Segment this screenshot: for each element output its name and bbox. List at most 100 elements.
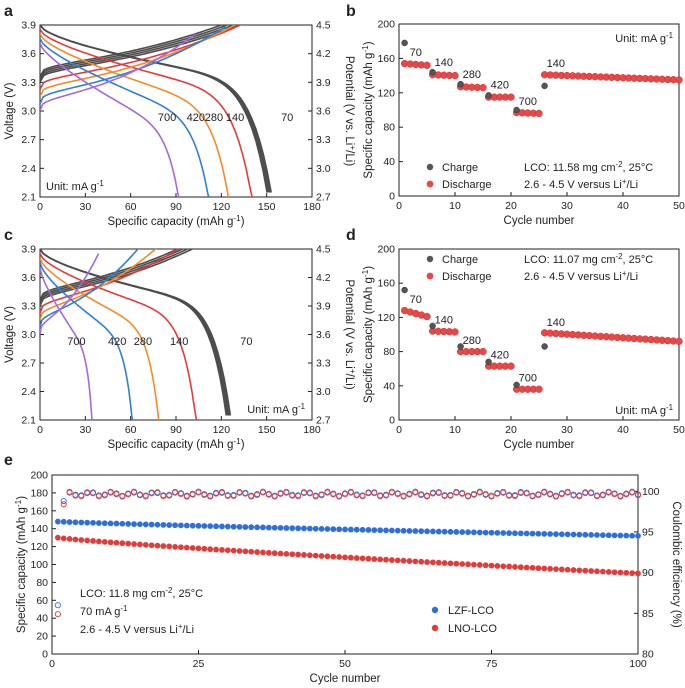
y-right-tick-label: 2.7 bbox=[316, 192, 331, 204]
x-tick-label: 60 bbox=[125, 201, 137, 213]
x-tick-label: 180 bbox=[303, 424, 321, 436]
ce-point-LNO-LCO bbox=[254, 491, 261, 498]
ce-point-LNO-LCO bbox=[341, 491, 349, 498]
legend-discharge-marker bbox=[426, 180, 434, 188]
unit-note-d: Unit: mA g-1 bbox=[615, 403, 673, 418]
rate-label: 280 bbox=[463, 69, 481, 81]
ce-point-LNO-LCO bbox=[142, 493, 149, 500]
y-right-tick-label: 4.5 bbox=[316, 244, 331, 256]
ce-point-LNO-LCO bbox=[213, 490, 220, 497]
capacity-point-LZF-LCO bbox=[541, 530, 548, 537]
y-tick-label: 200 bbox=[30, 470, 48, 482]
discharge-curve-140 bbox=[40, 29, 253, 197]
capacity-point-LNO-LCO bbox=[547, 565, 553, 572]
discharge-curve-700 bbox=[40, 266, 93, 420]
x-axis-label-e: Cycle number bbox=[310, 673, 381, 685]
capacity-point-LZF-LCO bbox=[207, 523, 214, 530]
capacity-point-LZF-LCO bbox=[406, 527, 413, 534]
capacity-point-LNO-LCO bbox=[394, 557, 401, 564]
capacity-point-LZF-LCO bbox=[277, 524, 284, 531]
y-right-tick-label: 4.2 bbox=[316, 272, 331, 284]
ce-point-LNO-LCO bbox=[183, 493, 190, 500]
capacity-point-LNO-LCO bbox=[178, 544, 184, 551]
capacity-point-LZF-LCO bbox=[535, 530, 542, 537]
capacity-point-LNO-LCO bbox=[195, 545, 202, 552]
capacity-point-LNO-LCO bbox=[318, 553, 325, 559]
capacity-point-LZF-LCO bbox=[137, 521, 143, 528]
y-tick-label: 80 bbox=[383, 346, 395, 358]
capacity-point-LZF-LCO bbox=[553, 531, 559, 538]
x-tick-label: 30 bbox=[561, 424, 573, 436]
capacity-point-LNO-LCO bbox=[377, 556, 384, 563]
capacity-point-LZF-LCO bbox=[154, 521, 161, 528]
y-tick-label: 40 bbox=[383, 156, 395, 168]
panel-e-cycling: 0 25 50 75 100020406080100120140160180200Cyc… bbox=[14, 470, 683, 686]
capacity-point-LNO-LCO bbox=[400, 557, 407, 564]
ce-point-LNO-LCO bbox=[500, 489, 507, 496]
x-tick-label: 50 bbox=[673, 200, 685, 212]
discharge-point bbox=[675, 337, 683, 345]
legend-charge-label: Charge bbox=[442, 162, 478, 174]
x-tick-label: 10 bbox=[449, 424, 461, 436]
capacity-point-LZF-LCO bbox=[576, 531, 583, 538]
capacity-point-LNO-LCO bbox=[623, 569, 630, 576]
panel-label-d: d bbox=[346, 227, 356, 244]
capacity-point-LNO-LCO bbox=[523, 564, 530, 571]
y-tick-label: 80 bbox=[383, 122, 395, 134]
x-tick-label: 100 bbox=[629, 658, 647, 670]
charge-point bbox=[457, 80, 464, 88]
y-right-tick-label: 3.0 bbox=[316, 163, 331, 175]
capacity-point-LZF-LCO bbox=[330, 526, 337, 533]
ce-point-LNO-LCO bbox=[160, 493, 167, 500]
ce-point-LNO-LCO bbox=[593, 493, 601, 500]
ce-point-LNO-LCO bbox=[324, 489, 331, 496]
capacity-point-LZF-LCO bbox=[236, 523, 243, 530]
y-tick-label: 80 bbox=[36, 577, 48, 589]
ce-point-LNO-LCO bbox=[634, 492, 642, 499]
ce-point-LZF-LCO bbox=[60, 497, 67, 505]
x-tick-label: 75 bbox=[486, 658, 498, 670]
unit-note-b: Unit: mA g-1 bbox=[615, 31, 673, 46]
discharge-curve-70 bbox=[40, 25, 268, 193]
ce-point-LNO-LCO bbox=[611, 491, 618, 498]
ce-point-LNO-LCO bbox=[541, 489, 548, 496]
ce-point-LNO-LCO bbox=[588, 490, 595, 497]
charge-curve-420 bbox=[40, 249, 139, 328]
ce-point-LNO-LCO bbox=[148, 490, 155, 497]
y-right-tick-label: 3.9 bbox=[316, 77, 331, 89]
ce-point-LNO-LCO bbox=[265, 491, 272, 498]
ce-point-LNO-LCO bbox=[347, 489, 354, 496]
capacity-point-LNO-LCO bbox=[183, 544, 190, 551]
ce-point-LNO-LCO bbox=[224, 492, 231, 499]
charge-curve-70 bbox=[40, 25, 236, 81]
capacity-point-LZF-LCO bbox=[605, 532, 612, 539]
capacity-point-LNO-LCO bbox=[494, 563, 501, 569]
capacity-point-LNO-LCO bbox=[248, 548, 255, 555]
capacity-point-LNO-LCO bbox=[488, 562, 495, 569]
ce-point-LNO-LCO bbox=[289, 492, 296, 499]
capacity-point-LZF-LCO bbox=[383, 527, 389, 534]
ce-point-LNO-LCO bbox=[494, 490, 501, 497]
capacity-point-LZF-LCO bbox=[558, 531, 565, 538]
charge-point bbox=[429, 68, 436, 76]
capacity-point-LZF-LCO bbox=[324, 526, 331, 532]
ce-point-LNO-LCO bbox=[336, 493, 343, 500]
y-right-tick-label: 3.0 bbox=[316, 386, 331, 398]
y-axis-label-d: Specific capacity (mAh g-1) bbox=[361, 266, 376, 403]
x-tick-label: 60 bbox=[125, 424, 137, 436]
capacity-point-LNO-LCO bbox=[125, 540, 132, 547]
capacity-point-LZF-LCO bbox=[635, 532, 641, 539]
y-tick-label: 100 bbox=[30, 559, 48, 571]
ce-point-LNO-LCO bbox=[459, 490, 466, 497]
rate-label-280: 280 bbox=[205, 112, 223, 124]
rate-label: 140 bbox=[547, 317, 565, 329]
capacity-point-LNO-LCO bbox=[207, 546, 214, 553]
charge-point bbox=[513, 106, 520, 114]
y-axis-label-e: Specific capacity (mAh g-1) bbox=[14, 496, 29, 633]
ce-point-LNO-LCO bbox=[89, 490, 97, 497]
y-tick-label: 2.1 bbox=[21, 192, 36, 204]
charge-point bbox=[541, 82, 548, 90]
x-axis-label-c: Specific capacity (mAh g-1) bbox=[107, 437, 244, 452]
capacity-point-LZF-LCO bbox=[424, 528, 430, 535]
ce-point-LNO-LCO bbox=[271, 493, 278, 500]
